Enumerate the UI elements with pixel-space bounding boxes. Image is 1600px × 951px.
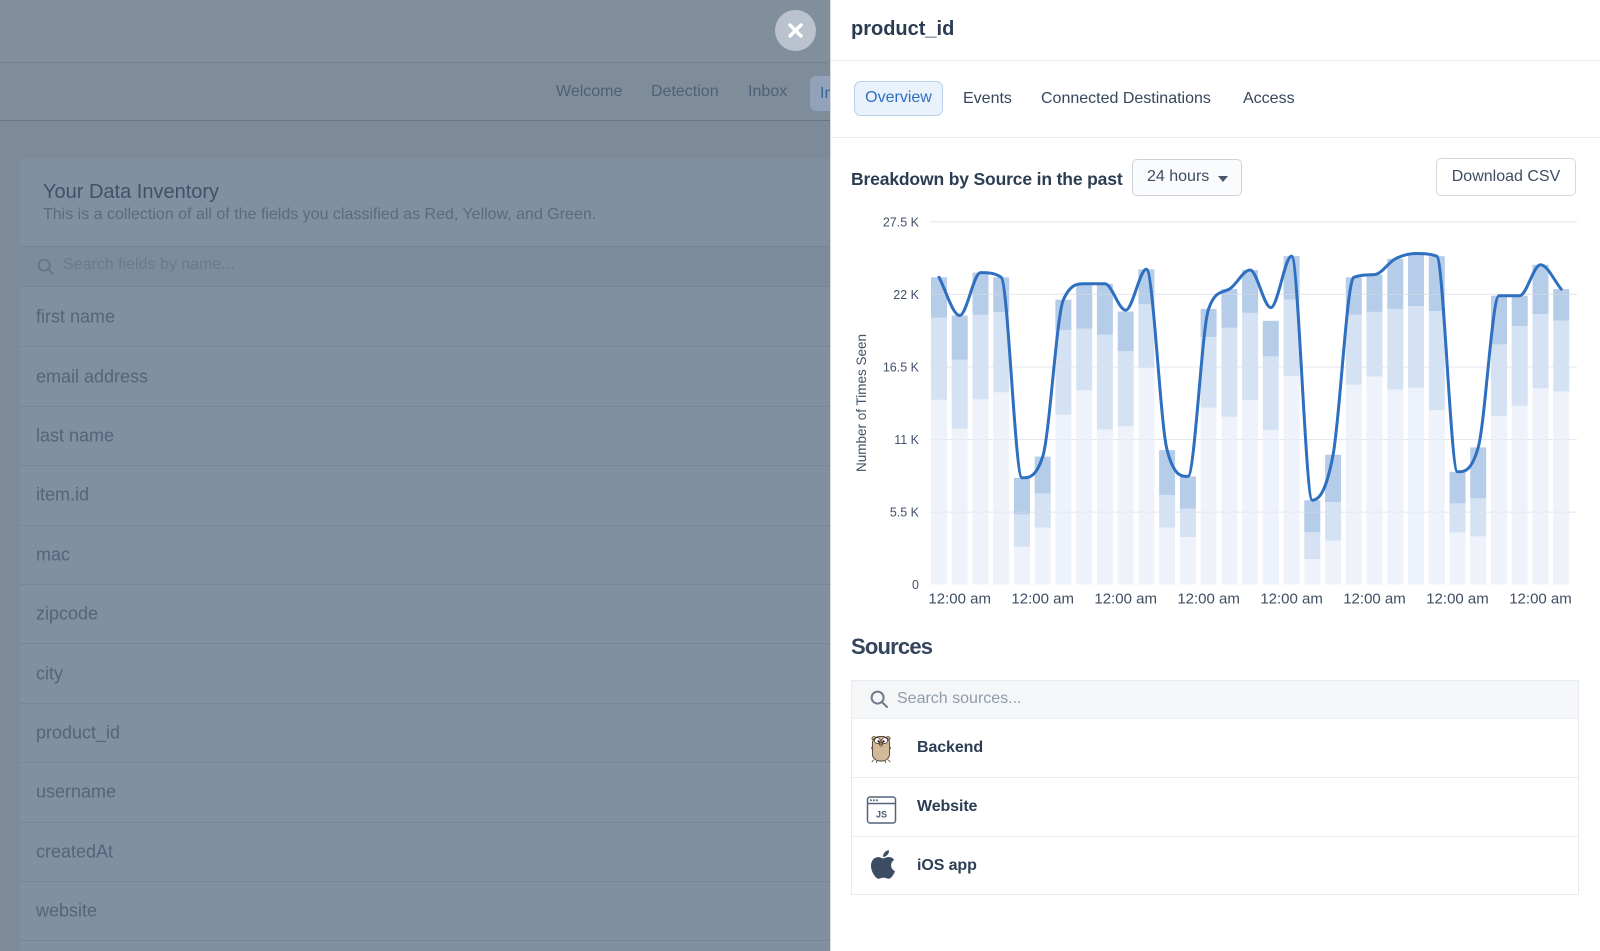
svg-text:12:00 am: 12:00 am	[1260, 591, 1323, 608]
svg-text:12:00 am: 12:00 am	[1509, 591, 1572, 608]
svg-text:12:00 am: 12:00 am	[1011, 591, 1074, 608]
svg-text:12:00 am: 12:00 am	[1177, 591, 1240, 608]
svg-text:27.5 K: 27.5 K	[883, 215, 920, 229]
svg-text:16.5 K: 16.5 K	[883, 361, 920, 375]
svg-text:12:00 am: 12:00 am	[928, 591, 991, 608]
svg-text:11 K: 11 K	[894, 433, 919, 447]
svg-text:12:00 am: 12:00 am	[1094, 591, 1157, 608]
svg-text:12:00 am: 12:00 am	[1426, 591, 1489, 608]
svg-text:22 K: 22 K	[893, 288, 919, 302]
svg-text:12:00 am: 12:00 am	[1343, 591, 1406, 608]
svg-text:5.5 K: 5.5 K	[890, 506, 920, 520]
svg-text:JS: JS	[876, 810, 887, 820]
svg-text:0: 0	[912, 578, 919, 592]
svg-text:Number of Times Seen: Number of Times Seen	[854, 334, 869, 472]
